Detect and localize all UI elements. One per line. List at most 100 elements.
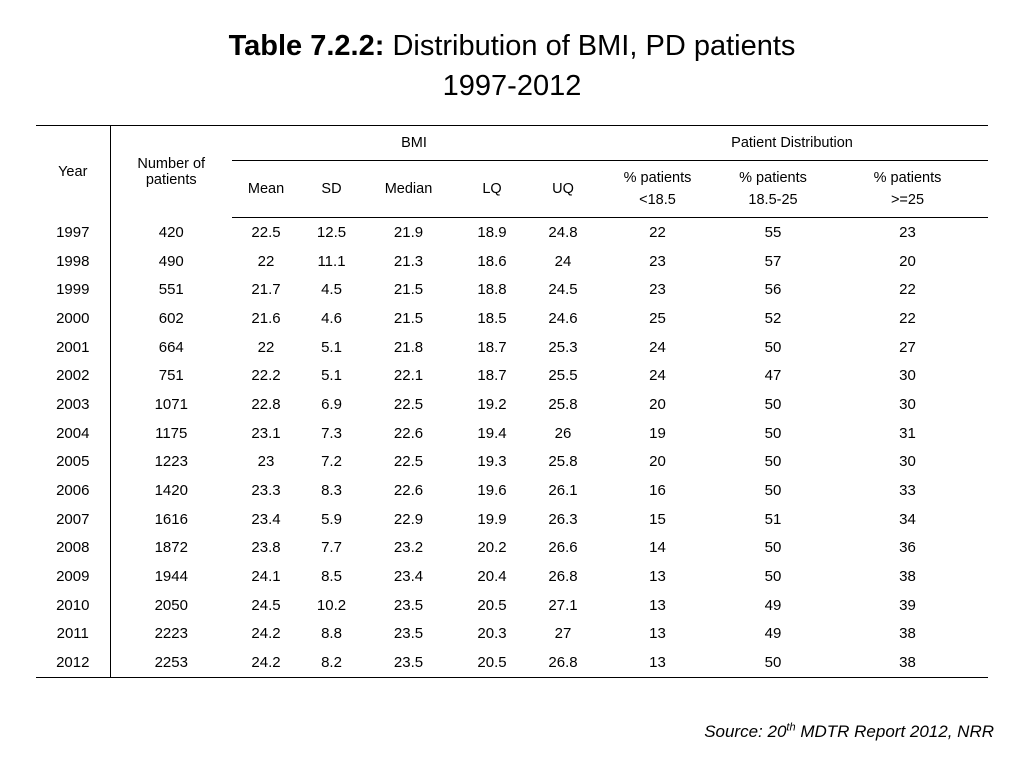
cell-year: 2004 xyxy=(36,418,111,448)
header-pct-under-18-5: % patients <18.5 xyxy=(596,160,719,218)
cell-median: 23.5 xyxy=(363,648,454,679)
cell-pct-under-18-5: 14 xyxy=(649,539,666,557)
table-row: 2004 1175 23.1 7.3 22.6 19.4 26 19 50 31 xyxy=(36,418,988,448)
cell-number-of-patients: 664 xyxy=(158,338,184,356)
cell-pct-25-and-over: 34 xyxy=(899,510,916,528)
cell-mean: 24.5 xyxy=(251,596,281,614)
table-row: 2011 2223 24.2 8.8 23.5 20.3 27 13 49 38 xyxy=(36,619,988,649)
table-row: 2005 1223 23 7.2 22.5 19.3 25.8 20 50 30 xyxy=(36,447,988,477)
cell-median: 22.6 xyxy=(393,482,424,500)
cell-uq: 24.5 xyxy=(548,281,578,299)
cell-uq: 24.6 xyxy=(548,309,578,327)
table-row: 2001 664 22 5.1 21.8 18.7 25.3 24 50 27 xyxy=(36,332,988,362)
cell-sd: 4.5 xyxy=(321,281,342,299)
cell-pct-18-5-to-25: 50 xyxy=(719,648,827,679)
source-note: Source: 20th MDTR Report 2012, NRR xyxy=(704,720,994,744)
cell-sd: 5.9 xyxy=(321,510,342,528)
cell-pct-18-5-to-25: 49 xyxy=(764,596,782,614)
header-patient-distribution-group: Patient Distribution xyxy=(596,125,989,161)
table-row: 2006 1420 23.3 8.3 22.6 19.6 26.1 16 50 33 xyxy=(36,476,988,505)
cell-number-of-patients: 420 xyxy=(158,223,184,241)
cell-sd: 7.2 xyxy=(321,453,342,471)
cell-sd: 10.2 xyxy=(316,596,347,614)
header-number-of-patients: Number of patients xyxy=(110,125,232,218)
cell-median: 21.9 xyxy=(393,223,424,241)
cell-lq: 19.3 xyxy=(477,453,507,471)
cell-year: 1998 xyxy=(36,246,111,276)
bmi-distribution-table: Year Number of patients BMI Patient Dist… xyxy=(36,125,989,679)
cell-pct-25-and-over: 20 xyxy=(899,252,916,270)
cell-lq: 18.6 xyxy=(477,252,507,270)
table-row: 2000 602 21.6 4.6 21.5 18.5 24.6 25 52 22 xyxy=(36,304,988,333)
cell-median: 23.4 xyxy=(393,568,424,586)
cell-mean: 22 xyxy=(257,252,275,270)
header-pct-18-5-to-25: % patients 18.5-25 xyxy=(719,160,827,218)
cell-pct-18-5-to-25: 55 xyxy=(764,223,782,241)
cell-uq: 27.1 xyxy=(548,596,578,614)
cell-year: 2005 xyxy=(36,447,111,477)
cell-pct-under-18-5: 20 xyxy=(649,395,666,413)
cell-sd: 11.1 xyxy=(317,252,346,270)
cell-sd: 8.2 xyxy=(300,648,363,679)
cell-mean: 22.2 xyxy=(251,367,281,385)
header-pct1-line-1: % patients xyxy=(623,170,692,186)
cell-uq: 24.8 xyxy=(548,223,578,241)
cell-pct-18-5-to-25: 50 xyxy=(764,568,782,586)
cell-pct-25-and-over: 36 xyxy=(899,539,916,557)
cell-lq: 19.6 xyxy=(477,482,507,500)
cell-sd: 7.7 xyxy=(321,539,342,557)
cell-mean: 24.1 xyxy=(251,568,281,586)
cell-number-of-patients: 1616 xyxy=(154,510,188,528)
cell-lq: 18.9 xyxy=(477,223,507,241)
cell-pct-under-18-5: 20 xyxy=(649,453,666,471)
cell-sd: 5.1 xyxy=(321,338,342,356)
cell-mean: 23.1 xyxy=(251,424,281,442)
header-row-columns: Mean SD Median LQ UQ % patients <18.5 % … xyxy=(36,160,989,218)
cell-mean: 23.8 xyxy=(251,539,281,557)
table-row: 2003 1071 22.8 6.9 22.5 19.2 25.8 20 50 30 xyxy=(36,390,988,419)
table-title: Table 7.2.2: Distribution of BMI, PD pat… xyxy=(0,26,1024,106)
cell-pct-18-5-to-25: 56 xyxy=(764,281,782,299)
header-year: Year xyxy=(36,125,111,218)
cell-year: 2010 xyxy=(36,590,111,620)
cell-median: 23.5 xyxy=(393,625,424,643)
cell-mean: 21.6 xyxy=(251,309,281,327)
cell-pct-under-18-5: 13 xyxy=(649,625,666,643)
cell-lq: 20.3 xyxy=(477,625,507,643)
header-mean: Mean xyxy=(232,160,300,218)
cell-year: 2006 xyxy=(36,476,111,505)
source-superscript: th xyxy=(786,721,796,734)
cell-mean: 22.8 xyxy=(251,395,281,413)
cell-number-of-patients: 2050 xyxy=(154,596,188,614)
source-suffix: MDTR Report 2012, NRR xyxy=(795,722,994,741)
header-pct3-line-2: >=25 xyxy=(890,192,925,208)
cell-number-of-patients: 2223 xyxy=(154,625,188,643)
cell-sd: 5.1 xyxy=(321,367,342,385)
cell-pct-25-and-over: 38 xyxy=(899,568,916,586)
cell-uq: 26.3 xyxy=(548,510,578,528)
cell-mean: 22 xyxy=(257,338,275,356)
cell-pct-under-18-5: 24 xyxy=(649,367,666,385)
cell-uq: 26.6 xyxy=(548,539,578,557)
cell-uq: 26.1 xyxy=(548,482,578,500)
cell-pct-18-5-to-25: 50 xyxy=(764,338,782,356)
cell-pct-under-18-5: 22 xyxy=(649,223,666,241)
table-row: 2009 1944 24.1 8.5 23.4 20.4 26.8 13 50 38 xyxy=(36,562,988,591)
cell-year: 2011 xyxy=(36,619,111,649)
cell-uq: 26.8 xyxy=(530,648,596,679)
cell-pct-under-18-5: 13 xyxy=(649,568,666,586)
cell-median: 22.5 xyxy=(393,453,424,471)
cell-pct-18-5-to-25: 51 xyxy=(764,510,782,528)
title-text: Distribution of BMI, PD patients xyxy=(392,30,796,62)
cell-pct-25-and-over: 23 xyxy=(899,223,916,241)
cell-pct-18-5-to-25: 50 xyxy=(764,539,782,557)
cell-uq: 26.8 xyxy=(548,568,578,586)
cell-pct-18-5-to-25: 47 xyxy=(764,367,782,385)
cell-uq: 25.8 xyxy=(548,453,578,471)
cell-pct-18-5-to-25: 57 xyxy=(764,252,782,270)
header-uq: UQ xyxy=(530,160,596,218)
cell-lq: 18.7 xyxy=(477,338,507,356)
header-row-groups: Year Number of patients BMI Patient Dist… xyxy=(36,125,989,218)
cell-number-of-patients: 1223 xyxy=(154,453,188,471)
cell-number-of-patients: 490 xyxy=(158,252,184,270)
